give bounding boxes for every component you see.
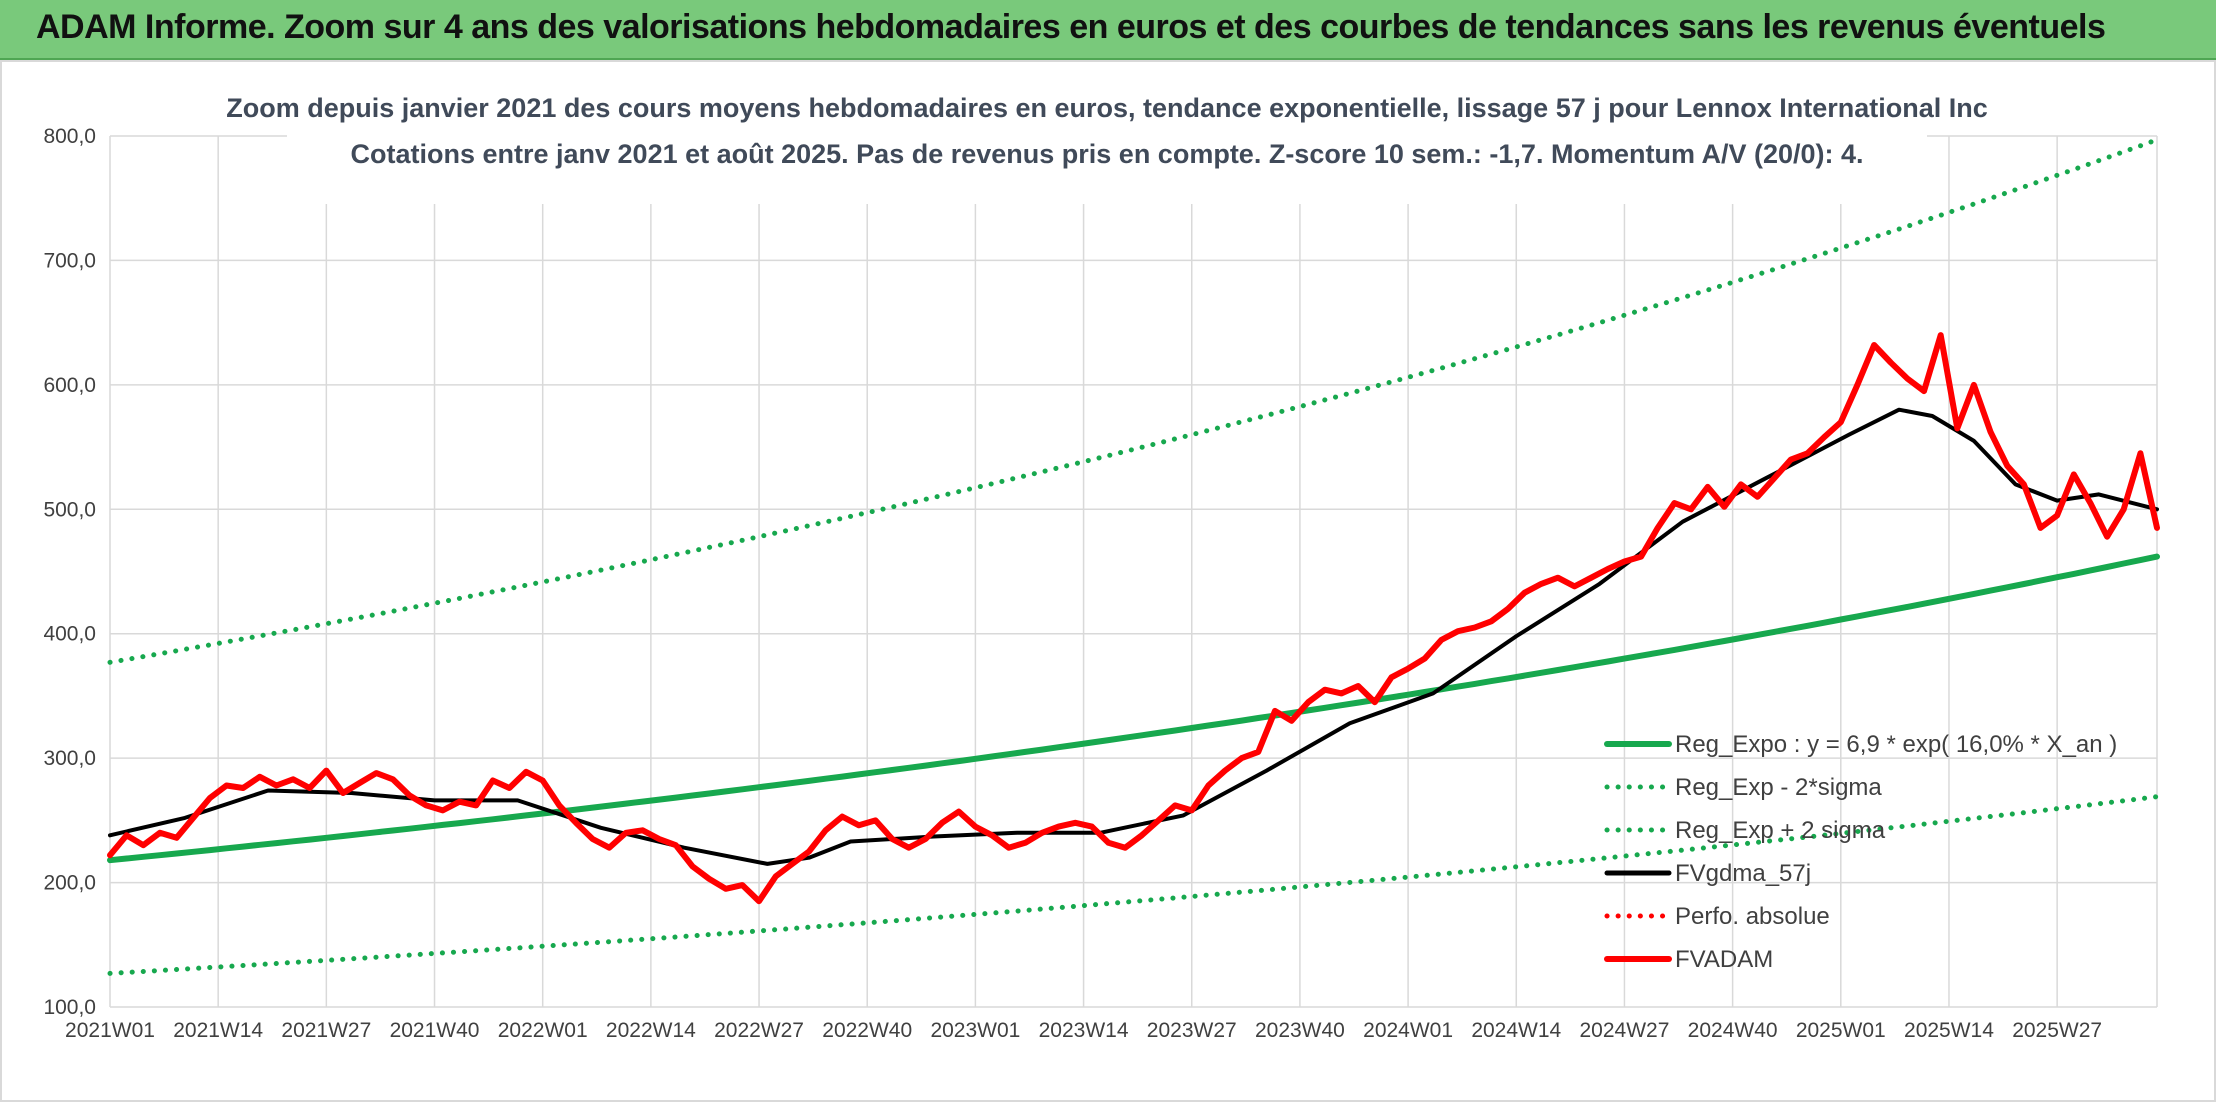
x-tick-label: 2023W01 [930,1019,1020,1042]
y-tick-label: 800,0 [43,125,96,148]
banner: ADAM Informe. Zoom sur 4 ans des valoris… [0,0,2216,60]
legend-label: FVgdma_57j [1675,860,1811,887]
y-tick-label: 700,0 [43,249,96,272]
series-line [107,794,2160,976]
x-tick-label: 2022W27 [714,1019,804,1042]
y-tick-label: 300,0 [43,747,96,770]
x-tick-label: 2025W14 [1904,1019,1994,1042]
legend: Reg_Expo : y = 6,9 * exp( 16,0% * X_an )… [1604,731,2117,973]
legend-label: Reg_Expo : y = 6,9 * exp( 16,0% * X_an ) [1675,731,2117,758]
banner-title: ADAM Informe. Zoom sur 4 ans des valoris… [36,8,2106,46]
x-tick-label: 2021W27 [281,1019,371,1042]
series-line [107,137,2160,665]
x-tick-label: 2021W01 [65,1019,155,1042]
chart-frame: 800,0 700,0 600,0 500,0 400,0 300,0 200,0 100,0… [0,60,2216,1102]
title-background [287,82,1927,204]
grid [109,135,2158,1008]
y-tick-label: 600,0 [43,374,96,397]
y-tick-label: 500,0 [43,498,96,521]
series-line [108,407,2159,866]
x-tick-label: 2021W14 [173,1019,263,1042]
series-group [107,137,2160,976]
y-tick-label: 200,0 [43,872,96,895]
x-tick-label: 2021W40 [390,1019,480,1042]
legend-label: Perfo. absolue [1675,903,1830,930]
legend-label: Reg_Exp - 2*sigma [1675,774,1882,801]
series-line [107,332,2160,905]
x-tick-label: 2023W27 [1147,1019,1237,1042]
y-tick-label: 400,0 [43,623,96,646]
legend-label: FVADAM [1675,946,1773,973]
x-tick-label: 2025W01 [1796,1019,1886,1042]
series-line [107,553,2160,864]
x-tick-label: 2022W40 [822,1019,912,1042]
legend-label: Reg_Exp + 2 sigma [1675,817,1886,844]
y-axis: 800,0 700,0 600,0 500,0 400,0 300,0 200,0 100,0 [43,125,96,1019]
x-tick-label: 2024W01 [1363,1019,1453,1042]
x-tick-label: 2024W27 [1579,1019,1669,1042]
x-tick-label: 2022W14 [606,1019,696,1042]
chart-title: Zoom depuis janvier 2021 des cours moyen… [226,93,1988,123]
chart-subtitle: Cotations entre janv 2021 et août 2025. … [350,139,1863,169]
x-tick-label: 2025W27 [2012,1019,2102,1042]
x-tick-label: 2023W40 [1255,1019,1345,1042]
x-tick-label: 2022W01 [498,1019,588,1042]
chart: 800,0 700,0 600,0 500,0 400,0 300,0 200,0 100,0… [43,82,2160,1042]
x-tick-label: 2024W40 [1688,1019,1778,1042]
x-tick-label: 2024W14 [1471,1019,1561,1042]
x-axis: 2021W01 2021W14 2021W27 2021W40 2022W01 2022W… [65,1019,2102,1042]
y-tick-label: 100,0 [43,996,96,1019]
x-tick-label: 2023W14 [1039,1019,1129,1042]
